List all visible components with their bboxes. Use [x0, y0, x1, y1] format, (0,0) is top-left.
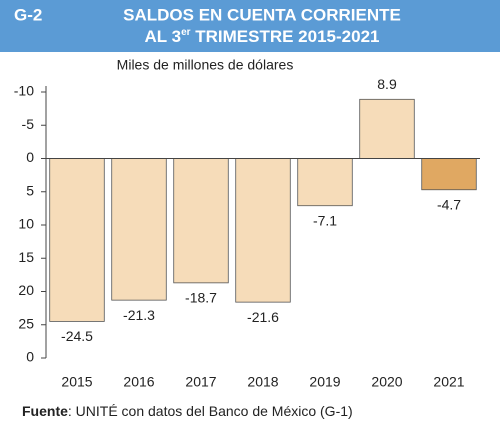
y-tick-label: 5 — [26, 182, 34, 198]
bar — [111, 158, 167, 301]
title-part: TRIMESTRE 2015-2021 — [191, 27, 380, 46]
x-tick-label: 2015 — [61, 374, 92, 390]
bar — [49, 158, 105, 322]
value-label: -21.3 — [123, 307, 155, 323]
subtitle: Miles de millones de dólares — [117, 57, 294, 73]
y-tick-label: 0 — [26, 149, 34, 165]
y-tick-label: 20 — [18, 282, 34, 298]
chart-id: G-2 — [14, 5, 42, 24]
y-tick-label: 15 — [18, 249, 34, 265]
title-superscript: er — [181, 27, 191, 38]
value-label: -4.7 — [437, 196, 461, 212]
bar — [297, 158, 353, 207]
bar — [359, 98, 415, 159]
bar — [173, 158, 229, 284]
value-label: -7.1 — [313, 212, 337, 228]
y-tick-label: 10 — [18, 216, 34, 232]
value-label: -18.7 — [185, 290, 217, 306]
bar — [235, 158, 291, 303]
x-tick-label: 2021 — [433, 374, 464, 390]
y-tick-label: 0 — [26, 349, 34, 365]
source: Fuente: UNITÉ con datos del Banco de Méx… — [22, 403, 353, 419]
value-label: 8.9 — [377, 76, 397, 92]
source-label: Fuente — [22, 403, 68, 419]
x-tick-label: 2017 — [185, 374, 216, 390]
value-label: -21.6 — [247, 309, 279, 325]
x-tick-label: 2016 — [123, 374, 154, 390]
y-tick-label: 25 — [18, 315, 34, 331]
y-tick-label: -5 — [22, 116, 35, 132]
bar — [421, 158, 477, 191]
y-tick-label: -10 — [14, 83, 34, 99]
x-tick-label: 2020 — [371, 374, 402, 390]
title-part: AL 3 — [145, 27, 182, 46]
source-text: : UNITÉ con datos del Banco de México (G… — [68, 403, 353, 419]
header-band — [0, 0, 500, 52]
chart-title: SALDOS EN CUENTA CORRIENTE — [123, 5, 401, 24]
chart-title: AL 3er TRIMESTRE 2015-2021 — [145, 27, 380, 47]
x-tick-label: 2019 — [309, 374, 340, 390]
value-label: -24.5 — [61, 328, 93, 344]
x-tick-label: 2018 — [247, 374, 278, 390]
